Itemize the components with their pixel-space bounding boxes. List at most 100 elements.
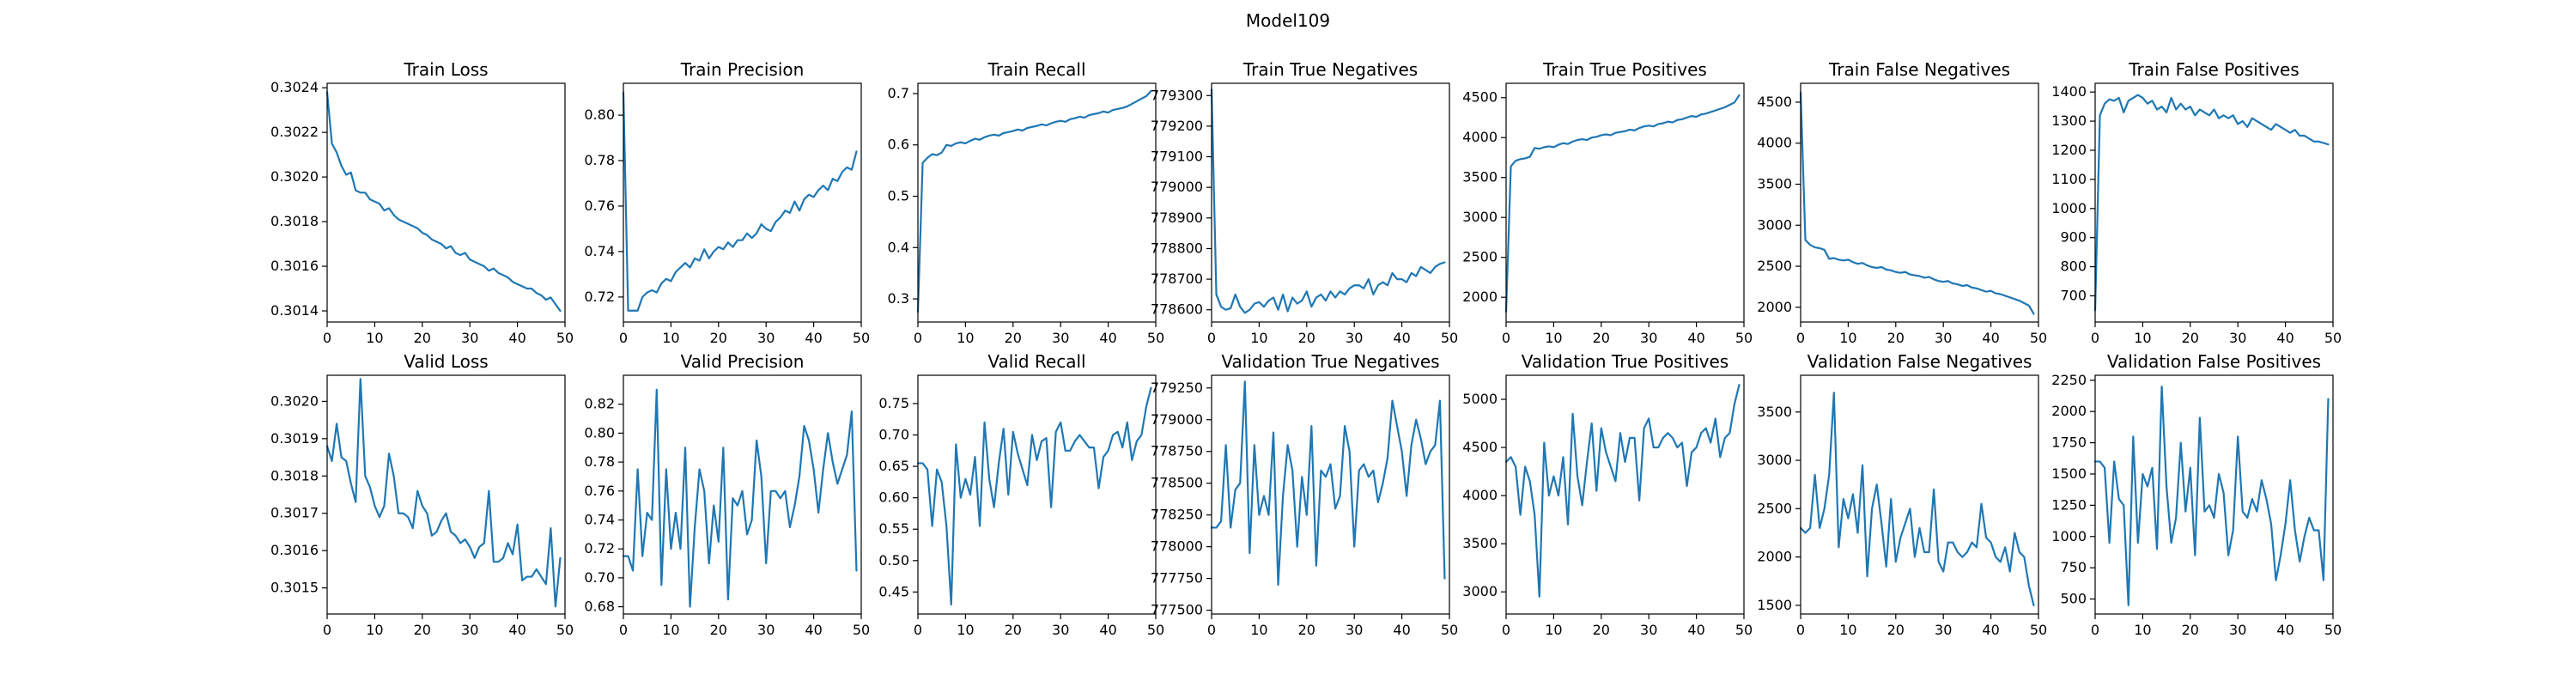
plot-area-frame bbox=[917, 374, 1157, 615]
x-tick-label: 30 bbox=[1640, 330, 1657, 346]
y-tick-label: 0.5 bbox=[888, 188, 909, 204]
x-tick-label: 30 bbox=[757, 330, 775, 346]
plot-area-frame bbox=[1211, 374, 1450, 615]
subplot-valid-recall: Valid Recall 0 10 20 30 40 50 0.45 0.50 0.55 0.60 0… bbox=[878, 351, 1164, 638]
subplot-train-false-negatives: Train False Negatives 0 10 20 30 40 50 2000 2500… bbox=[1757, 59, 2047, 346]
y-tick-label: 0.55 bbox=[878, 520, 909, 537]
y-tick-label: 778600 bbox=[1151, 301, 1203, 318]
plot-area-frame bbox=[1800, 82, 2039, 323]
y-tick-label: 700 bbox=[2060, 287, 2087, 303]
y-tick-label: 3500 bbox=[1462, 535, 1498, 551]
x-tick-label: 0 bbox=[323, 330, 331, 346]
plot-area-frame bbox=[2094, 374, 2334, 615]
x-tick-label: 40 bbox=[1393, 330, 1410, 346]
y-tick-label: 779100 bbox=[1151, 149, 1203, 165]
y-tick-label: 0.3018 bbox=[270, 467, 319, 483]
y-tick-label: 778000 bbox=[1151, 538, 1203, 555]
y-tick-label: 900 bbox=[2060, 229, 2087, 246]
y-tick-label: 779250 bbox=[1151, 380, 1203, 396]
y-tick-label: 0.80 bbox=[584, 424, 615, 441]
x-tick-label: 30 bbox=[461, 622, 478, 638]
x-tick-label: 10 bbox=[1250, 330, 1267, 346]
y-tick-label: 0.3020 bbox=[270, 168, 319, 185]
x-tick-label: 30 bbox=[461, 330, 478, 346]
x-tick-label: 10 bbox=[2134, 622, 2151, 638]
y-tick-label: 0.78 bbox=[584, 453, 615, 470]
subplot-title: Train Loss bbox=[403, 59, 488, 80]
y-tick-label: 4500 bbox=[1462, 89, 1498, 106]
y-tick-label: 1250 bbox=[2051, 496, 2087, 513]
x-tick-label: 40 bbox=[1099, 330, 1116, 346]
x-tick-label: 50 bbox=[2030, 330, 2047, 346]
series-line bbox=[622, 388, 858, 608]
subplot-valid-precision: Valid Precision 0 10 20 30 40 50 0.68 0.70 0.72 0.… bbox=[584, 351, 870, 638]
y-tick-label: 2500 bbox=[1757, 500, 1792, 516]
x-tick-label: 40 bbox=[805, 330, 822, 346]
y-tick-label: 1500 bbox=[2051, 465, 2087, 482]
subplot-title: Validation True Negatives bbox=[1221, 351, 1439, 372]
series-line bbox=[2093, 94, 2330, 312]
subplot-valid-loss: Valid Loss 0 10 20 30 40 50 0.3015 0.3016 0.3017 0… bbox=[270, 351, 574, 638]
y-tick-label: 3000 bbox=[1462, 209, 1498, 225]
x-tick-label: 30 bbox=[1052, 622, 1069, 638]
subplot-title: Train True Negatives bbox=[1242, 59, 1418, 80]
y-tick-label: 750 bbox=[2060, 559, 2087, 575]
x-tick-label: 50 bbox=[2030, 622, 2047, 638]
x-tick-label: 10 bbox=[1839, 330, 1856, 346]
x-tick-label: 40 bbox=[508, 622, 526, 638]
plot-area-frame bbox=[2094, 82, 2334, 323]
x-tick-label: 0 bbox=[1207, 330, 1216, 346]
x-tick-label: 30 bbox=[2229, 622, 2246, 638]
subplot-title: Validation False Negatives bbox=[1807, 351, 2032, 372]
subplot-validation-false-negatives: Validation False Negatives 0 10 20 30 40 50 150… bbox=[1757, 351, 2047, 638]
y-tick-label: 779200 bbox=[1151, 118, 1203, 134]
y-tick-label: 779000 bbox=[1151, 179, 1203, 195]
y-tick-label: 0.3014 bbox=[270, 302, 319, 319]
y-tick-label: 778500 bbox=[1151, 475, 1203, 491]
series-line bbox=[1799, 392, 2035, 606]
x-tick-label: 0 bbox=[1796, 330, 1805, 346]
series-line bbox=[916, 89, 1152, 313]
y-tick-label: 0.45 bbox=[878, 583, 909, 599]
x-tick-label: 0 bbox=[619, 330, 628, 346]
x-tick-label: 0 bbox=[914, 330, 922, 346]
y-tick-label: 800 bbox=[2060, 258, 2087, 275]
subplot-train-loss: Train Loss 0 10 20 30 40 50 0.3014 0.3016 0.3018 0… bbox=[270, 59, 574, 346]
y-tick-label: 4000 bbox=[1462, 487, 1498, 503]
y-tick-label: 778800 bbox=[1151, 240, 1203, 256]
x-tick-label: 40 bbox=[805, 622, 822, 638]
x-tick-label: 0 bbox=[323, 622, 331, 638]
subplot-grid: Train Loss 0 10 20 30 40 50 0.3014 0.3016 0.3018 0… bbox=[270, 59, 2342, 638]
series-line bbox=[325, 378, 562, 608]
y-tick-label: 0.3022 bbox=[270, 124, 319, 140]
y-tick-label: 4000 bbox=[1462, 129, 1498, 145]
x-tick-label: 0 bbox=[1502, 622, 1510, 638]
subplot-title: Train Recall bbox=[987, 59, 1085, 80]
x-tick-label: 30 bbox=[1935, 330, 1952, 346]
plot-area-frame bbox=[326, 374, 566, 615]
x-tick-label: 40 bbox=[1687, 330, 1704, 346]
y-tick-label: 1300 bbox=[2051, 112, 2087, 129]
plot-area-frame bbox=[917, 82, 1157, 323]
y-tick-label: 3500 bbox=[1462, 169, 1498, 185]
x-tick-label: 20 bbox=[414, 622, 431, 638]
x-tick-label: 30 bbox=[1935, 622, 1952, 638]
subplot-title: Train False Negatives bbox=[1828, 59, 2010, 80]
x-tick-label: 20 bbox=[1593, 622, 1610, 638]
series-line bbox=[1799, 91, 2035, 315]
plot-area-frame bbox=[1505, 82, 1745, 323]
y-tick-label: 0.70 bbox=[584, 569, 615, 586]
x-tick-label: 50 bbox=[1735, 622, 1753, 638]
y-tick-label: 778700 bbox=[1151, 271, 1203, 287]
y-tick-label: 778750 bbox=[1151, 443, 1203, 459]
x-tick-label: 50 bbox=[853, 330, 870, 346]
x-tick-label: 0 bbox=[1207, 622, 1216, 638]
y-tick-label: 1100 bbox=[2051, 171, 2087, 187]
x-tick-label: 10 bbox=[662, 622, 679, 638]
x-tick-label: 30 bbox=[757, 622, 775, 638]
plot-area-frame bbox=[1211, 82, 1450, 323]
y-tick-label: 0.76 bbox=[584, 198, 615, 214]
subplot-train-precision: Train Precision 0 10 20 30 40 50 0.72 0.74 0.76 0.… bbox=[584, 59, 870, 346]
x-tick-label: 20 bbox=[1593, 330, 1610, 346]
